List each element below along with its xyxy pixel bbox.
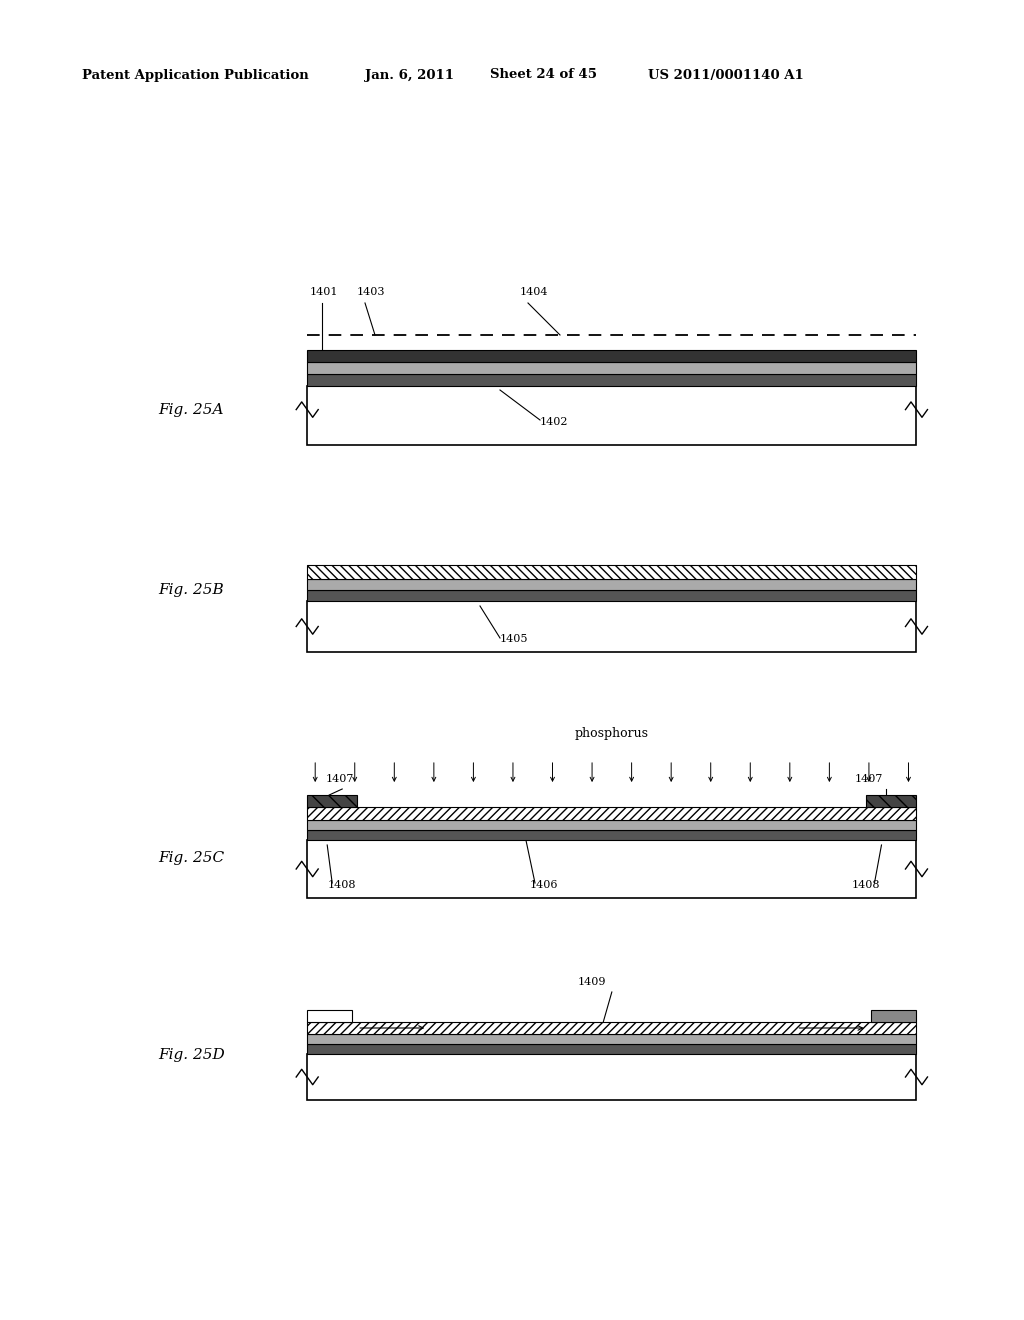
Text: Patent Application Publication: Patent Application Publication xyxy=(82,69,309,82)
Bar xyxy=(307,350,916,362)
Text: Jan. 6, 2011: Jan. 6, 2011 xyxy=(365,69,454,82)
Text: 1402: 1402 xyxy=(540,417,568,426)
Text: phosphorus: phosphorus xyxy=(574,727,649,741)
Text: Sheet 24 of 45: Sheet 24 of 45 xyxy=(490,69,597,82)
Text: 1408: 1408 xyxy=(328,880,355,890)
Bar xyxy=(307,807,916,820)
Bar xyxy=(307,579,916,590)
Bar xyxy=(871,1010,916,1022)
Text: 1407: 1407 xyxy=(326,774,353,784)
Bar xyxy=(307,1044,916,1053)
Bar xyxy=(307,1022,916,1034)
Text: 1404: 1404 xyxy=(520,286,549,297)
Text: 1409: 1409 xyxy=(578,977,606,987)
Text: Fig. 25D: Fig. 25D xyxy=(159,1048,225,1063)
Text: 1408: 1408 xyxy=(852,880,880,890)
Bar xyxy=(307,362,916,374)
Bar xyxy=(307,1010,352,1022)
Bar xyxy=(307,1034,916,1044)
Bar xyxy=(307,374,916,385)
Text: 1401: 1401 xyxy=(310,286,339,297)
Text: Fig. 25A: Fig. 25A xyxy=(159,403,224,417)
Bar xyxy=(307,385,916,445)
Bar xyxy=(307,830,916,840)
Bar xyxy=(866,795,916,807)
Bar xyxy=(307,820,916,830)
Text: 1403: 1403 xyxy=(357,286,385,297)
Text: 1405: 1405 xyxy=(500,634,528,644)
Bar xyxy=(307,840,916,898)
Bar xyxy=(307,795,357,807)
Text: Fig. 25B: Fig. 25B xyxy=(159,583,224,597)
Bar xyxy=(307,601,916,652)
Bar xyxy=(307,565,916,579)
Bar xyxy=(307,590,916,601)
Text: Fig. 25C: Fig. 25C xyxy=(159,851,225,865)
Bar xyxy=(307,1053,916,1100)
Text: US 2011/0001140 A1: US 2011/0001140 A1 xyxy=(648,69,804,82)
Text: 1407: 1407 xyxy=(854,774,883,784)
Text: 1406: 1406 xyxy=(530,880,558,890)
